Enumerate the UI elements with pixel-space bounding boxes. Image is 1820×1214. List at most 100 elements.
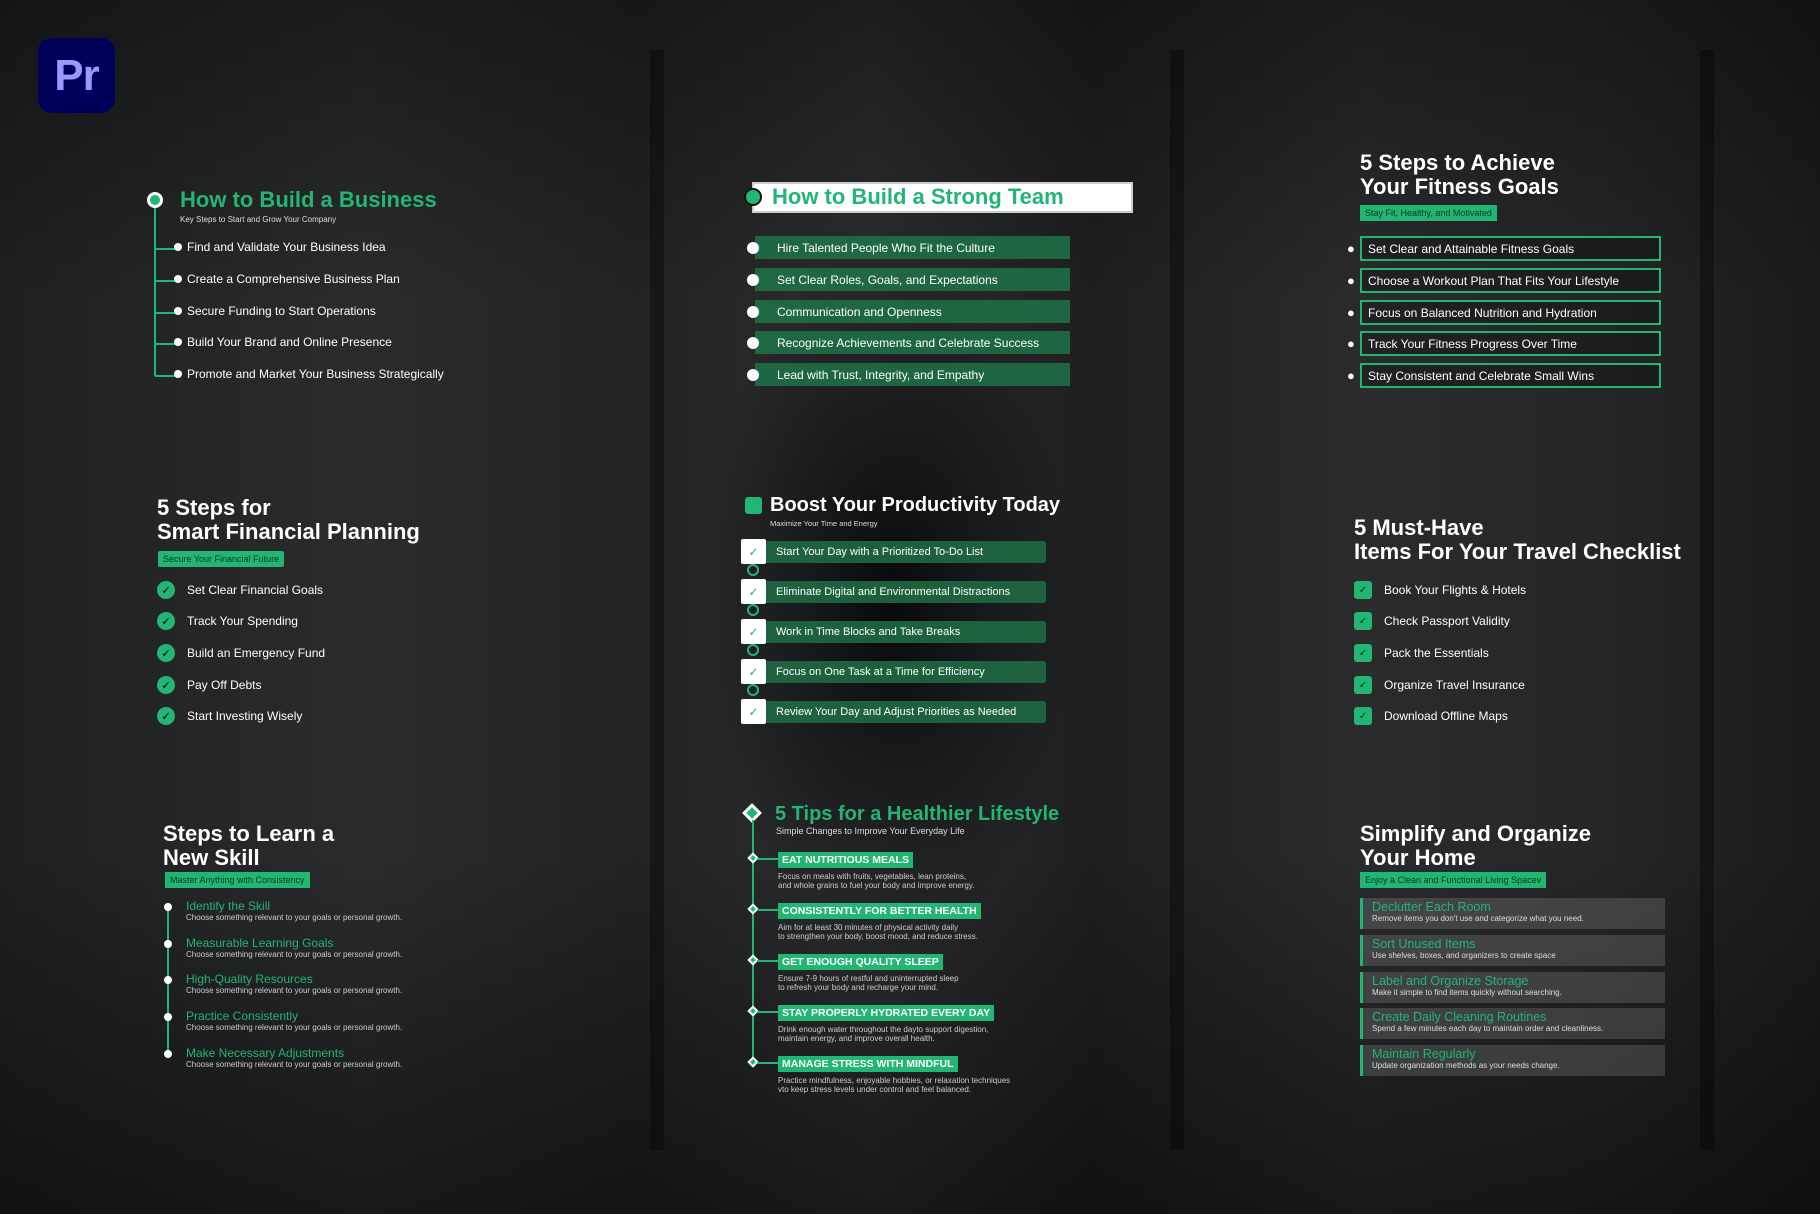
bullet-icon — [174, 243, 182, 251]
bullet-icon — [747, 242, 759, 254]
item-desc: Update organization methods as your need… — [1372, 1061, 1560, 1070]
panel-title: 5 Steps for Smart Financial Planning — [157, 496, 420, 544]
item-bar: Focus on One Task at a Time for Efficien… — [766, 660, 1046, 683]
panel-title: 5 Tips for a Healthier Lifestyle — [775, 803, 1060, 825]
list-item: ✓ Pack the Essentials — [1354, 644, 1489, 662]
check-circle-icon: ✓ — [157, 644, 175, 662]
item-label: Track Your Spending — [187, 614, 298, 628]
item-bar: Recognize Achievements and Celebrate Suc… — [755, 331, 1070, 354]
list-item: Lead with Trust, Integrity, and Empathy — [747, 363, 1070, 386]
arrow-bullet-icon: ● — [1347, 336, 1355, 351]
item-title: Make Necessary Adjustments — [186, 1046, 345, 1060]
checkbox-checked-icon: ✓ — [1354, 676, 1372, 694]
item-desc: Choose something relevant to your goals … — [186, 986, 403, 995]
item-label: Focus on Balanced Nutrition and Hydratio… — [1368, 305, 1597, 320]
panel-title: Simplify and Organize Your Home — [1360, 822, 1591, 870]
checkbox-checked-icon: ✓ — [1354, 707, 1372, 725]
item-desc: Ensure 7-9 hours of restful and uninterr… — [778, 974, 959, 992]
item-desc: Choose something relevant to your goals … — [186, 1023, 403, 1032]
list-item: ✓ Eliminate Digital and Environmental Dis… — [741, 579, 1046, 604]
title-line: Simplify and Organize — [1360, 821, 1592, 846]
title-square-icon — [745, 497, 762, 514]
title-line: 5 Steps for — [157, 495, 271, 520]
list-item: Find and Validate Your Business Idea — [174, 240, 386, 254]
connector-line — [155, 343, 177, 345]
item-title: GET ENOUGH QUALITY SLEEP — [778, 954, 943, 970]
item-label: Start Your Day with a Prioritized To-Do … — [776, 545, 984, 558]
list-item: ✓ Check Passport Validity — [1354, 612, 1510, 630]
connector-line — [155, 280, 177, 282]
title-line: Your Home — [1360, 845, 1476, 870]
title-line: 5 Must-Have — [1354, 515, 1484, 540]
connector-ring-icon — [747, 644, 759, 656]
panel-title: Boost Your Productivity Today — [770, 494, 1061, 516]
item-bar: Set Clear Roles, Goals, and Expectations — [755, 268, 1070, 291]
item-desc: Remove items you don't use and categoriz… — [1372, 914, 1584, 923]
list-item: ● Choose a Workout Plan That Fits Your Li… — [1347, 268, 1661, 293]
title-line: Steps to Learn a — [163, 821, 335, 846]
bullet-icon — [164, 976, 172, 984]
title-line: Smart Financial Planning — [157, 519, 420, 544]
title-line: Items For Your Travel Checklist — [1354, 539, 1681, 564]
arrow-bullet-icon: ● — [1347, 241, 1355, 256]
list-item: GET ENOUGH QUALITY SLEEP Ensure 7-9 hours… — [778, 952, 959, 992]
list-item: Secure Funding to Start Operations — [174, 304, 376, 318]
item-title: Declutter Each Room — [1372, 900, 1491, 914]
list-item: EAT NUTRITIOUS MEALS Focus on meals with … — [778, 850, 974, 890]
check-circle-icon: ✓ — [157, 707, 175, 725]
checkbox-checked-icon: ✓ — [741, 699, 766, 724]
item-title: Measurable Learning Goals — [186, 936, 334, 950]
list-item: CONSISTENTLY FOR BETTER HEALTH Aim for at… — [778, 901, 981, 941]
item-label: Track Your Fitness Progress Over Time — [1368, 336, 1577, 351]
list-item: ✓ Organize Travel Insurance — [1354, 676, 1525, 694]
item-desc: Choose something relevant to your goals … — [186, 913, 403, 922]
item-title: MANAGE STRESS WITH MINDFUL — [778, 1056, 958, 1072]
item-label: Hire Talented People Who Fit the Culture — [777, 240, 995, 255]
panel-subtitle: Maximize Your Time and Energy — [770, 519, 878, 528]
list-item: Promote and Market Your Business Strateg… — [174, 367, 444, 381]
item-label: Eliminate Digital and Environmental Dist… — [776, 585, 1011, 598]
bullet-icon — [174, 338, 182, 346]
arrow-bullet-icon: ● — [1347, 273, 1355, 288]
list-item: Label and Organize Storage Make it simple… — [1360, 972, 1665, 1003]
item-desc: Make it simple to find items quickly wit… — [1372, 988, 1562, 997]
panel-badge: Stay Fit, Healthy, and Motivated — [1360, 205, 1497, 221]
checkbox-checked-icon: ✓ — [1354, 644, 1372, 662]
item-title: STAY PROPERLY HYDRATED EVERY DAY — [778, 1005, 995, 1021]
bullet-icon — [174, 370, 182, 378]
list-item: Hire Talented People Who Fit the Culture — [747, 236, 1070, 259]
bullet-icon — [747, 306, 759, 318]
item-label: Build an Emergency Fund — [187, 646, 326, 660]
item-box: Stay Consistent and Celebrate Small Wins — [1360, 363, 1661, 388]
list-item: ● Set Clear and Attainable Fitness Goals — [1347, 236, 1661, 261]
panel-subtitle: Simple Changes to Improve Your Everyday … — [776, 826, 965, 836]
list-item: STAY PROPERLY HYDRATED EVERY DAY Drink en… — [778, 1003, 995, 1043]
item-bar: Start Your Day with a Prioritized To-Do … — [766, 540, 1046, 563]
item-label: Promote and Market Your Business Strateg… — [187, 367, 444, 381]
item-label: Set Clear Roles, Goals, and Expectations — [777, 272, 998, 287]
connector-line — [757, 960, 779, 962]
item-bar: Review Your Day and Adjust Priorities as… — [766, 700, 1046, 723]
connector-line — [757, 1062, 779, 1064]
checkbox-checked-icon: ✓ — [741, 579, 766, 604]
item-bar: Work in Time Blocks and Take Breaks — [766, 620, 1046, 643]
item-label: Find and Validate Your Business Idea — [187, 240, 386, 254]
item-label: Stay Consistent and Celebrate Small Wins — [1368, 368, 1595, 383]
connector-line — [155, 375, 177, 377]
list-item: Create a Comprehensive Business Plan — [174, 272, 400, 286]
list-item: ✓ Track Your Spending — [157, 612, 298, 630]
item-desc: Aim for at least 30 minutes of physical … — [778, 923, 978, 941]
item-label: Pack the Essentials — [1384, 646, 1489, 660]
item-box: Focus on Balanced Nutrition and Hydratio… — [1360, 300, 1661, 325]
item-desc: Practice mindfulness, enjoyable hobbies,… — [778, 1076, 1011, 1094]
bullet-icon — [747, 274, 759, 286]
bullet-icon — [174, 275, 182, 283]
bullet-icon — [164, 1013, 172, 1021]
panel-title: How to Build a Business — [180, 187, 437, 212]
connector-line — [155, 248, 177, 250]
bullet-icon — [747, 337, 759, 349]
item-label: Recognize Achievements and Celebrate Suc… — [777, 335, 1040, 350]
checkbox-checked-icon: ✓ — [1354, 581, 1372, 599]
item-label: Set Clear and Attainable Fitness Goals — [1368, 241, 1575, 256]
list-item: ● Focus on Balanced Nutrition and Hydrati… — [1347, 300, 1661, 325]
